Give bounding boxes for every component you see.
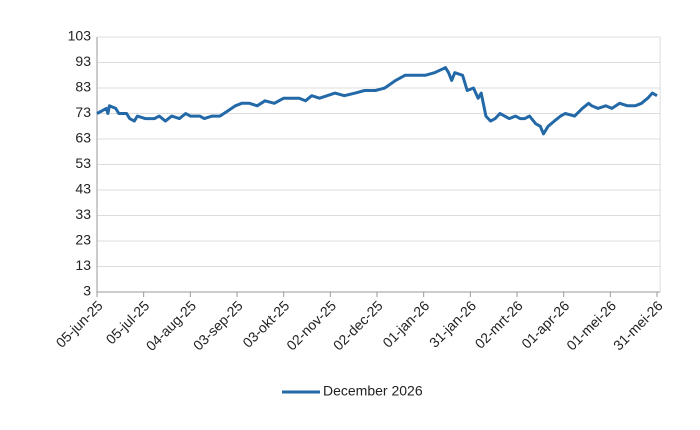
y-tick-label: 103	[68, 28, 92, 44]
y-tick-label: 53	[75, 155, 91, 171]
y-tick-label: 13	[75, 257, 91, 273]
y-tick-label: 93	[75, 53, 91, 69]
x-tick-label: 02-dec-25	[330, 297, 386, 353]
x-tick-label: 02-mrt-26	[472, 297, 526, 351]
y-tick-label: 33	[75, 206, 91, 222]
y-tick-label: 23	[75, 232, 91, 248]
x-tick-label: 31-jan-26	[426, 297, 479, 350]
y-tick-label: 63	[75, 130, 91, 146]
x-tick-label: 04-aug-25	[143, 297, 200, 354]
x-tick-label: 01-mei-26	[563, 297, 619, 353]
legend-label: December 2026	[323, 383, 423, 399]
x-tick-label: 05-jun-25	[53, 297, 106, 350]
data-line	[96, 66, 658, 136]
x-tick-label: 31-mei-26	[610, 297, 666, 353]
x-tick-label: 01-jan-26	[379, 297, 432, 350]
y-tick-label: 43	[75, 181, 91, 197]
x-tick-label: 02-nov-25	[283, 297, 339, 353]
y-tick-label: 83	[75, 79, 91, 95]
y-tick-label: 3	[83, 283, 91, 299]
x-tick-label: 03-sep-25	[190, 297, 246, 353]
y-tick-label: 73	[75, 104, 91, 120]
